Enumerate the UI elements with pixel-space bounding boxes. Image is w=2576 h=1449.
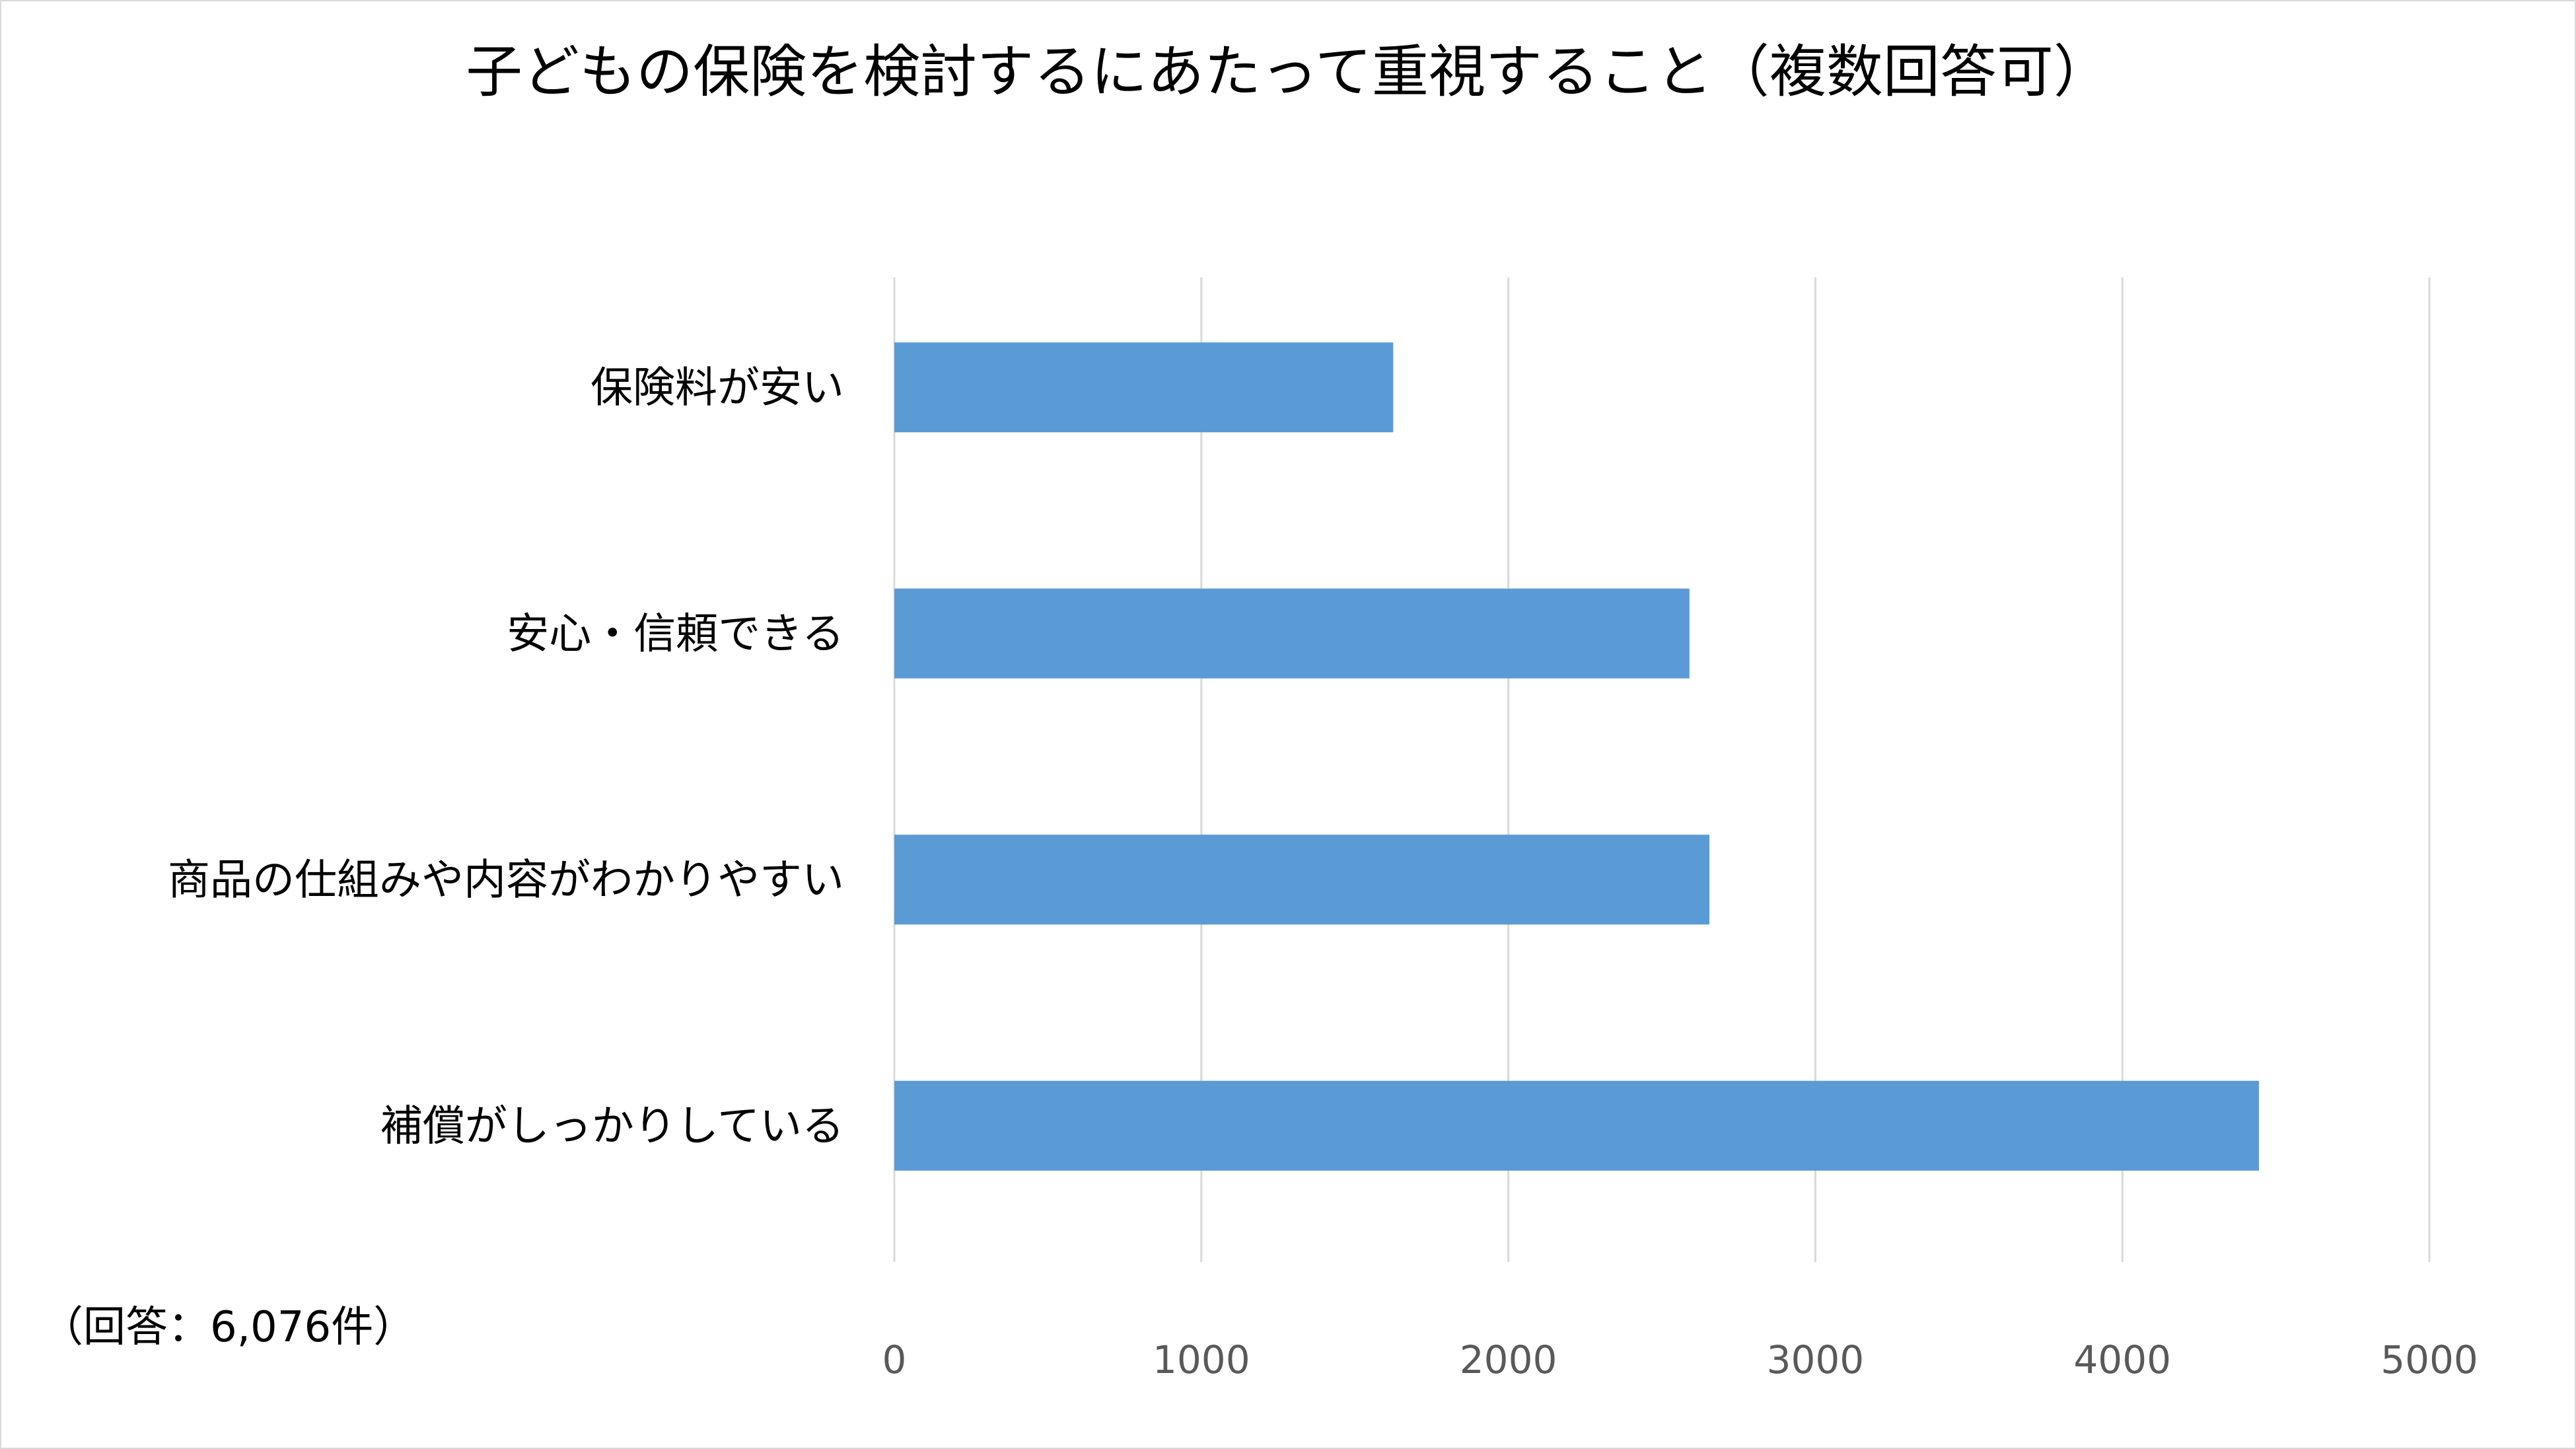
x-axis-tick-labels: 0 1000 2000 3000 4000 5000 xyxy=(882,1337,2478,1382)
x-tick-label: 2000 xyxy=(1460,1337,1557,1382)
category-label: 安心・信頼できる xyxy=(507,610,844,659)
bar xyxy=(894,1080,2260,1171)
bar xyxy=(894,588,1690,679)
bar xyxy=(894,835,1710,925)
category-label: 商品の仕組みや内容がわかりやすい xyxy=(168,856,844,905)
bars xyxy=(894,342,2260,1171)
x-tick-label: 5000 xyxy=(2380,1337,2478,1382)
x-tick-label: 3000 xyxy=(1767,1337,1865,1382)
chart-title: 子どもの保険を検討するにあたって重視すること（複数回答可） xyxy=(466,39,2110,105)
response-count-note: （回答：6,076件） xyxy=(41,1303,415,1352)
category-label: 保険料が安い xyxy=(590,363,844,412)
x-tick-label: 0 xyxy=(882,1337,907,1382)
x-tick-label: 4000 xyxy=(2073,1337,2171,1382)
category-labels: 保険料が安い安心・信頼できる商品の仕組みや内容がわかりやすい補償がしっかりしてい… xyxy=(168,363,844,1151)
bar xyxy=(894,342,1394,433)
category-label: 補償がしっかりしている xyxy=(380,1102,844,1151)
x-tick-label: 1000 xyxy=(1153,1337,1250,1382)
